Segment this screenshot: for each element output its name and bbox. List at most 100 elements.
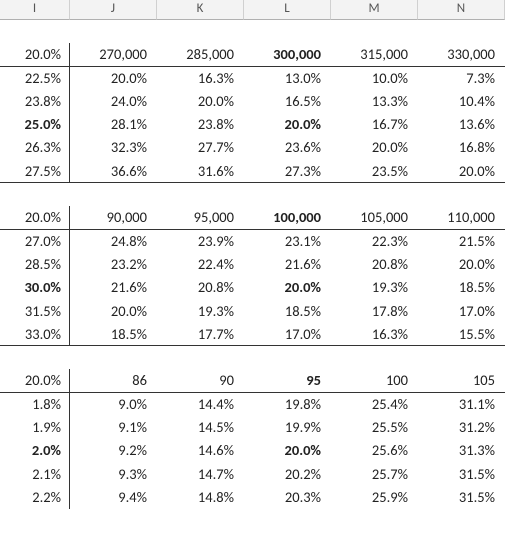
data-cell[interactable]: 9.4% [70,486,157,509]
data-cell[interactable]: 23.1% [244,230,331,253]
data-cell[interactable]: 31.3% [418,439,505,462]
col-header-value[interactable]: 105 [418,369,505,392]
col-header-value[interactable]: 100,000 [244,206,331,229]
col-header-value[interactable]: 315,000 [331,43,418,66]
row-header-value[interactable]: 28.5% [0,253,70,276]
row-header-value[interactable]: 2.0% [0,439,70,462]
empty-cell[interactable] [244,20,331,43]
data-cell[interactable]: 20.0% [157,90,244,113]
empty-cell[interactable] [0,346,70,369]
data-cell[interactable]: 20.2% [244,463,331,486]
row-header-value[interactable]: 25.0% [0,113,70,136]
data-cell[interactable]: 20.0% [418,160,505,183]
data-cell[interactable]: 7.3% [418,67,505,90]
data-cell[interactable]: 17.0% [418,300,505,323]
data-cell[interactable]: 10.0% [331,67,418,90]
data-cell[interactable]: 23.9% [157,230,244,253]
data-cell[interactable]: 31.2% [418,416,505,439]
data-cell[interactable]: 32.3% [70,136,157,159]
data-cell[interactable]: 20.0% [244,113,331,136]
data-cell[interactable]: 27.3% [244,160,331,183]
data-cell[interactable]: 9.2% [70,439,157,462]
col-header-value[interactable]: 330,000 [418,43,505,66]
corner-cell[interactable]: 20.0% [0,43,70,66]
data-cell[interactable]: 16.5% [244,90,331,113]
data-cell[interactable]: 13.0% [244,67,331,90]
corner-cell[interactable]: 20.0% [0,369,70,392]
col-header-J[interactable]: J [70,0,157,20]
data-cell[interactable]: 31.1% [418,393,505,416]
data-cell[interactable]: 21.6% [70,276,157,299]
data-cell[interactable]: 20.0% [418,253,505,276]
data-cell[interactable]: 20.0% [70,300,157,323]
data-cell[interactable]: 22.3% [331,230,418,253]
data-cell[interactable]: 14.4% [157,393,244,416]
col-header-value[interactable]: 300,000 [244,43,331,66]
data-cell[interactable]: 23.8% [157,113,244,136]
col-header-value[interactable]: 90,000 [70,206,157,229]
col-header-value[interactable]: 105,000 [331,206,418,229]
row-header-value[interactable]: 31.5% [0,300,70,323]
data-cell[interactable]: 19.9% [244,416,331,439]
data-cell[interactable]: 19.3% [331,276,418,299]
data-cell[interactable]: 14.8% [157,486,244,509]
col-header-value[interactable]: 90 [157,369,244,392]
data-cell[interactable]: 20.8% [331,253,418,276]
row-header-value[interactable]: 30.0% [0,276,70,299]
data-cell[interactable]: 28.1% [70,113,157,136]
data-cell[interactable]: 16.3% [331,323,418,346]
row-header-value[interactable]: 2.2% [0,486,70,509]
data-cell[interactable]: 23.6% [244,136,331,159]
data-cell[interactable]: 13.6% [418,113,505,136]
sheet-grid[interactable]: 20.0%270,000285,000300,000315,000330,000… [0,20,505,509]
col-header-value[interactable]: 285,000 [157,43,244,66]
row-header-value[interactable]: 1.8% [0,393,70,416]
data-cell[interactable]: 20.0% [331,136,418,159]
empty-cell[interactable] [331,20,418,43]
data-cell[interactable]: 20.0% [70,67,157,90]
row-header-value[interactable]: 26.3% [0,136,70,159]
data-cell[interactable]: 17.7% [157,323,244,346]
empty-cell[interactable] [157,346,244,369]
data-cell[interactable]: 20.3% [244,486,331,509]
empty-cell[interactable] [70,20,157,43]
empty-cell[interactable] [70,183,157,206]
data-cell[interactable]: 14.6% [157,439,244,462]
data-cell[interactable]: 9.0% [70,393,157,416]
data-cell[interactable]: 24.0% [70,90,157,113]
data-cell[interactable]: 21.6% [244,253,331,276]
data-cell[interactable]: 10.4% [418,90,505,113]
col-header-value[interactable]: 86 [70,369,157,392]
data-cell[interactable]: 17.0% [244,323,331,346]
row-header-value[interactable]: 33.0% [0,323,70,346]
data-cell[interactable]: 21.5% [418,230,505,253]
col-header-K[interactable]: K [157,0,244,20]
data-cell[interactable]: 27.7% [157,136,244,159]
row-header-value[interactable]: 27.5% [0,160,70,183]
col-header-L[interactable]: L [244,0,331,20]
data-cell[interactable]: 19.3% [157,300,244,323]
col-header-N[interactable]: N [418,0,505,20]
row-header-value[interactable]: 23.8% [0,90,70,113]
row-header-value[interactable]: 27.0% [0,230,70,253]
data-cell[interactable]: 16.7% [331,113,418,136]
data-cell[interactable]: 25.9% [331,486,418,509]
col-header-value[interactable]: 95 [244,369,331,392]
empty-cell[interactable] [0,20,70,43]
data-cell[interactable]: 18.5% [244,300,331,323]
data-cell[interactable]: 20.0% [244,276,331,299]
empty-cell[interactable] [157,20,244,43]
empty-cell[interactable] [244,183,331,206]
empty-cell[interactable] [157,183,244,206]
col-header-I[interactable]: I [0,0,70,20]
data-cell[interactable]: 25.6% [331,439,418,462]
data-cell[interactable]: 25.4% [331,393,418,416]
data-cell[interactable]: 19.8% [244,393,331,416]
data-cell[interactable]: 17.8% [331,300,418,323]
data-cell[interactable]: 13.3% [331,90,418,113]
row-header-value[interactable]: 22.5% [0,67,70,90]
data-cell[interactable]: 16.3% [157,67,244,90]
data-cell[interactable]: 22.4% [157,253,244,276]
empty-cell[interactable] [244,346,331,369]
data-cell[interactable]: 18.5% [70,323,157,346]
